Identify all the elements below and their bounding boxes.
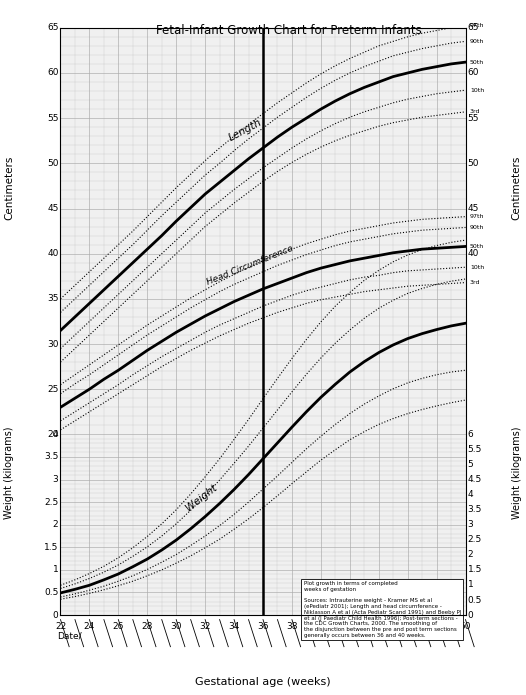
- Text: 65: 65: [47, 24, 58, 32]
- Text: 30: 30: [47, 340, 58, 348]
- Text: 0.5: 0.5: [468, 596, 482, 605]
- Text: Weight (kilograms): Weight (kilograms): [4, 426, 15, 519]
- Text: 50: 50: [47, 159, 58, 167]
- Text: Centimeters: Centimeters: [511, 156, 522, 220]
- Text: 3: 3: [53, 475, 58, 484]
- Text: Head Circumference: Head Circumference: [205, 245, 294, 287]
- Text: 0: 0: [53, 611, 58, 619]
- Text: 1.5: 1.5: [468, 566, 482, 574]
- Text: 97th: 97th: [470, 24, 484, 28]
- Text: 30: 30: [170, 622, 182, 631]
- Text: 45: 45: [47, 204, 58, 213]
- Text: 5: 5: [468, 460, 473, 469]
- Text: 2: 2: [468, 550, 473, 559]
- Text: Length: Length: [227, 117, 264, 142]
- Text: Fetal-Infant Growth Chart for Preterm Infants: Fetal-Infant Growth Chart for Preterm In…: [156, 24, 422, 38]
- Text: 97th: 97th: [470, 214, 484, 219]
- Text: 40: 40: [468, 250, 479, 258]
- Text: 4: 4: [468, 490, 473, 499]
- Text: 28: 28: [141, 622, 153, 631]
- Text: 50: 50: [468, 159, 479, 167]
- Text: 3rd: 3rd: [470, 109, 480, 114]
- Text: 26: 26: [113, 622, 124, 631]
- Text: 35: 35: [47, 295, 58, 303]
- Text: 2.5: 2.5: [44, 498, 58, 507]
- Text: 40: 40: [47, 250, 58, 258]
- Text: 60: 60: [468, 69, 479, 77]
- Text: 50: 50: [460, 622, 471, 631]
- Text: Gestational age (weeks): Gestational age (weeks): [195, 677, 331, 687]
- Text: Date/: Date/: [58, 631, 82, 640]
- Text: Centimeters: Centimeters: [4, 156, 15, 220]
- Text: 6: 6: [468, 430, 473, 439]
- Text: 4: 4: [53, 430, 58, 439]
- Text: 0.5: 0.5: [44, 588, 58, 597]
- Text: 3.5: 3.5: [44, 452, 58, 461]
- Text: 55: 55: [47, 114, 58, 122]
- Text: 20: 20: [47, 430, 58, 439]
- Text: 25: 25: [47, 385, 58, 393]
- Text: 46: 46: [402, 622, 413, 631]
- Text: 90th: 90th: [470, 225, 484, 230]
- Text: 60: 60: [47, 69, 58, 77]
- Text: 44: 44: [373, 622, 385, 631]
- Text: Plot growth in terms of completed
weeks of gestation

Sources: Intrauterine weig: Plot growth in terms of completed weeks …: [304, 581, 461, 638]
- Text: 2: 2: [53, 521, 58, 529]
- Text: 48: 48: [431, 622, 442, 631]
- Text: 90th: 90th: [470, 39, 484, 44]
- Text: 1: 1: [468, 580, 473, 589]
- Text: 40: 40: [315, 622, 327, 631]
- Text: 4.5: 4.5: [468, 475, 482, 484]
- Text: 45: 45: [468, 204, 479, 213]
- Text: 1.5: 1.5: [44, 543, 58, 552]
- Text: 10th: 10th: [470, 265, 484, 270]
- Text: 42: 42: [344, 622, 356, 631]
- Text: 65: 65: [468, 24, 479, 32]
- Text: Weight: Weight: [184, 482, 219, 513]
- Text: 50th: 50th: [470, 60, 484, 65]
- Text: 24: 24: [84, 622, 95, 631]
- Text: 2.5: 2.5: [468, 535, 482, 544]
- Text: 1: 1: [53, 566, 58, 574]
- Text: 36: 36: [257, 622, 269, 631]
- Text: 5.5: 5.5: [468, 445, 482, 454]
- Text: 55: 55: [468, 114, 479, 122]
- Text: 10th: 10th: [470, 88, 484, 92]
- Text: 3rd: 3rd: [470, 280, 480, 285]
- Text: 38: 38: [286, 622, 298, 631]
- Text: 34: 34: [228, 622, 240, 631]
- Text: Weight (kilograms): Weight (kilograms): [511, 426, 522, 519]
- Text: 3: 3: [468, 521, 473, 529]
- Text: 3.5: 3.5: [468, 505, 482, 514]
- Text: 0: 0: [468, 611, 473, 619]
- Text: 50th: 50th: [470, 244, 484, 249]
- Text: 32: 32: [199, 622, 211, 631]
- Text: 22: 22: [55, 622, 66, 631]
